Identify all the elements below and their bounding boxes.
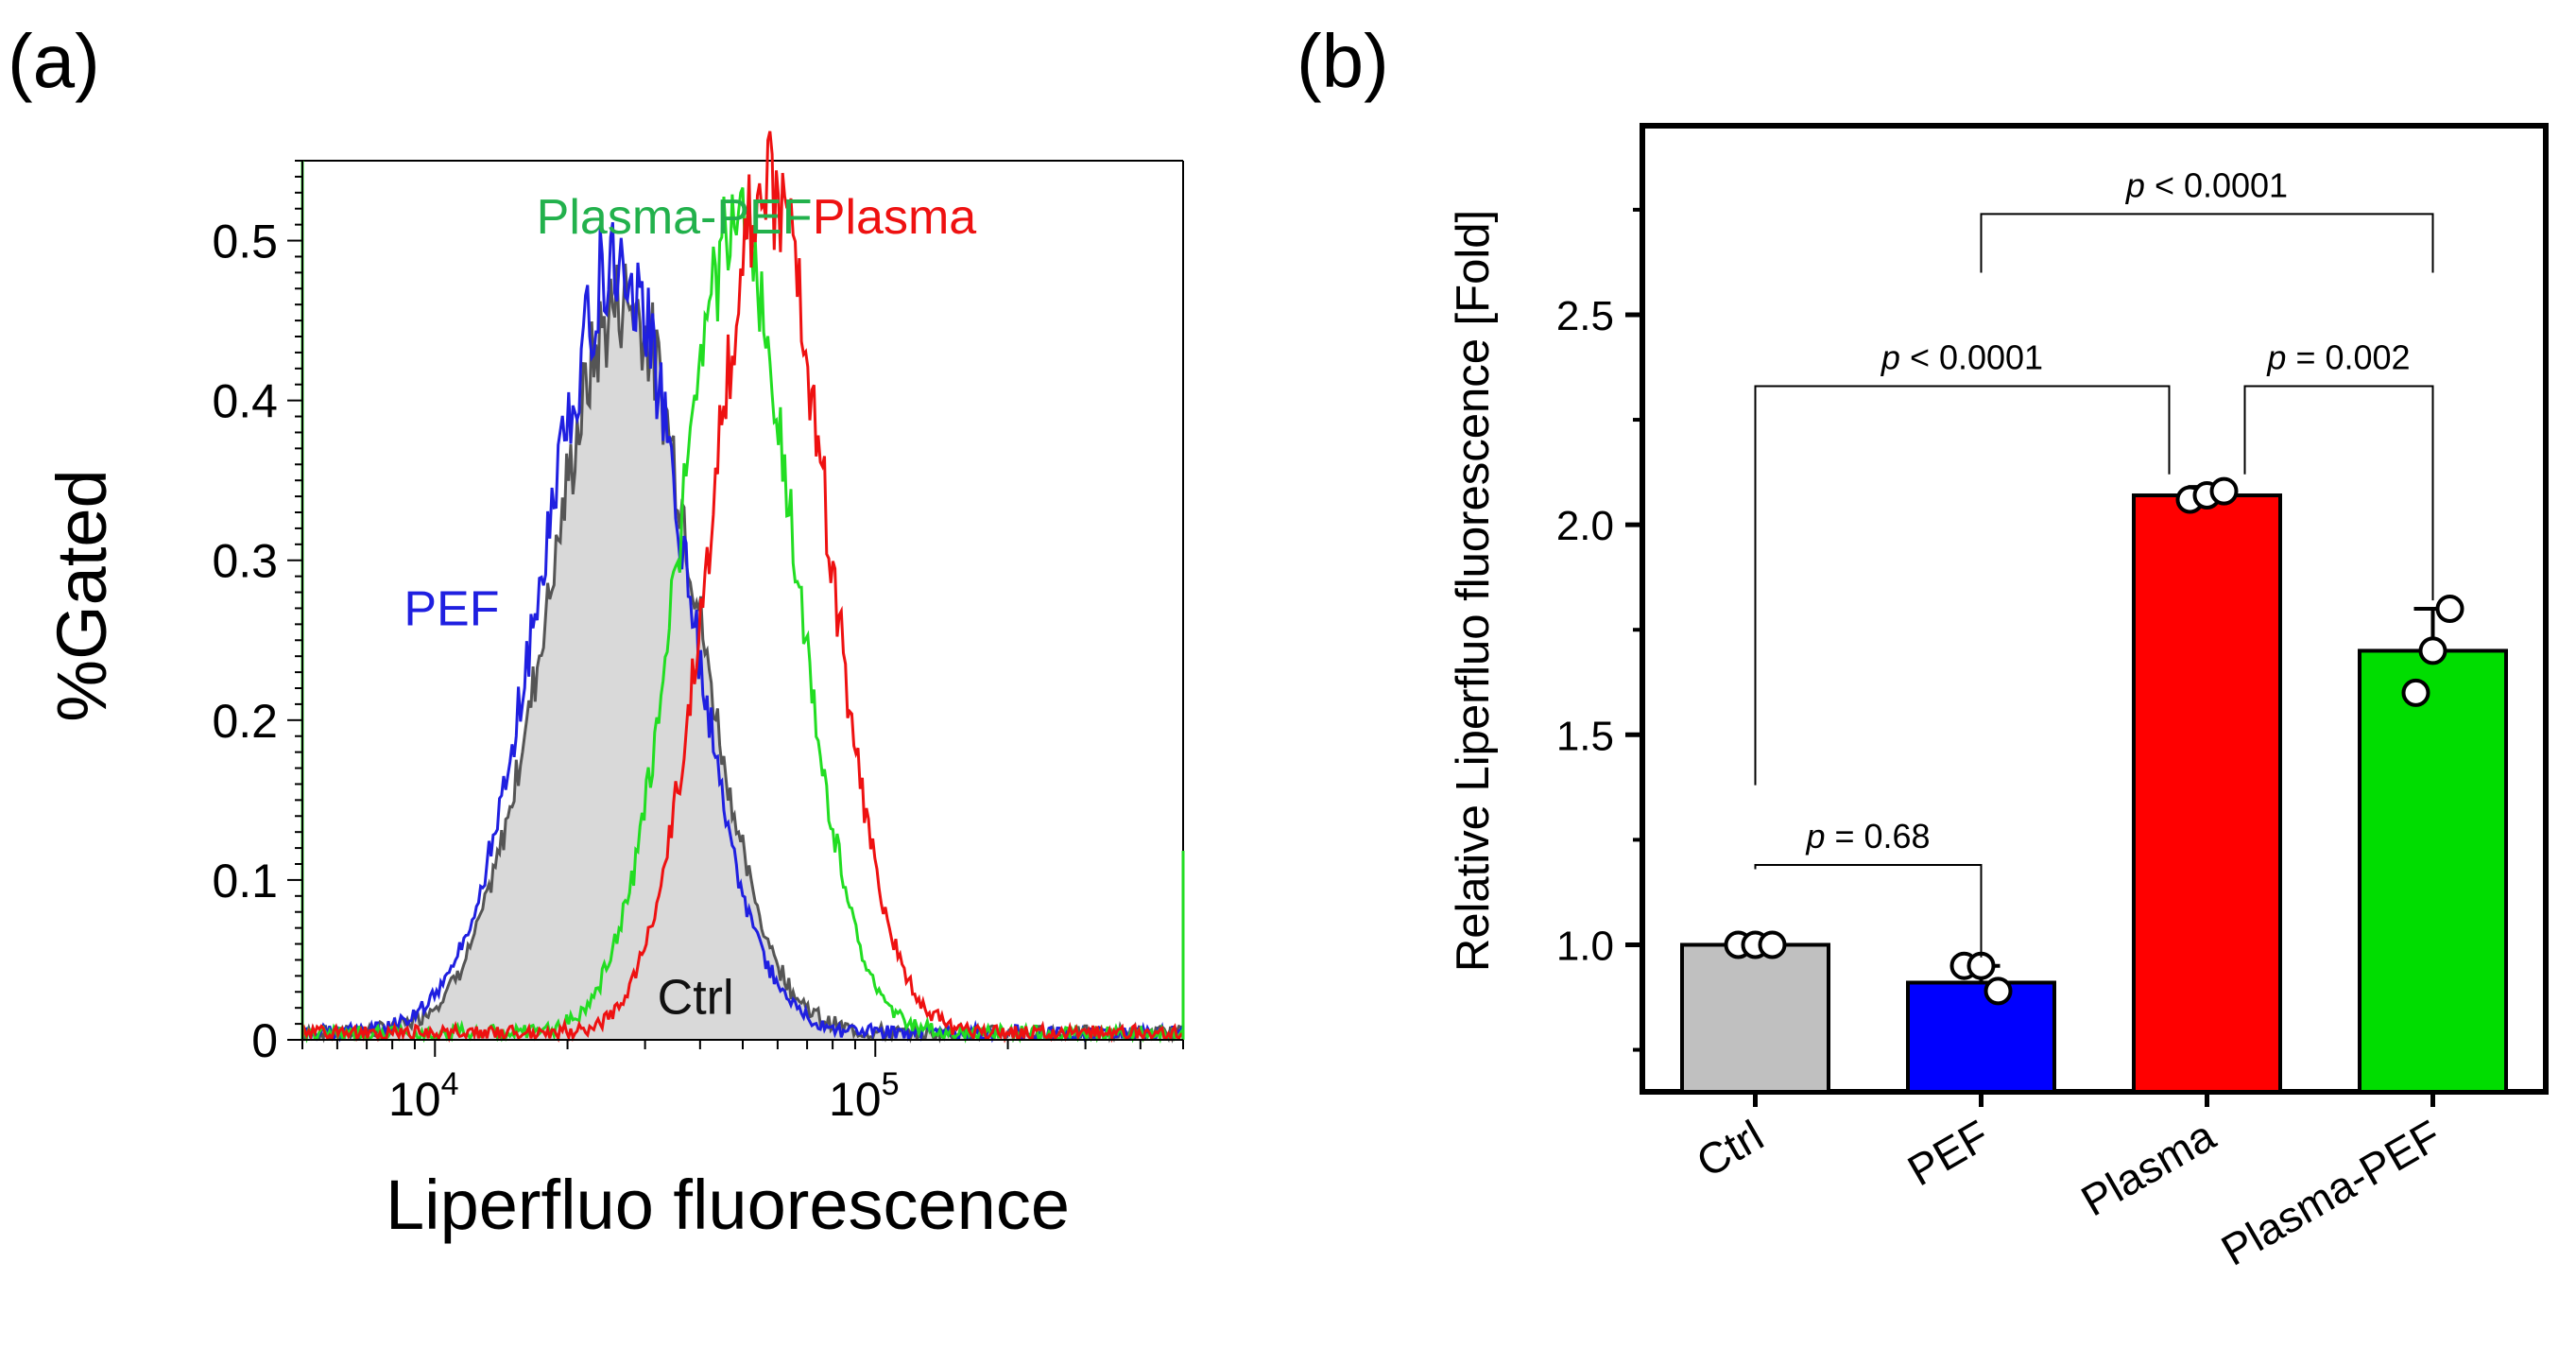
bar-plasma [2132,493,2282,1094]
y-tick-label: 2.0 [1556,503,1614,549]
bar-plasma-pef [2358,648,2508,1094]
bar-plot-area [1640,123,2549,1095]
bar-ctrl [1680,942,1830,1095]
x-tick-label-pef: PEF [1899,1111,1997,1196]
data-point [2418,636,2447,665]
p-value-label: p < 0.0001 [2125,165,2288,204]
bar-y-axis-label: Relative Liperfluo fluorescence [Fold] [1448,210,1499,972]
significance-bracket [2243,385,2434,601]
y-tick-label: 0.5 [212,216,278,268]
p-value-label: p = 0.002 [2266,337,2410,376]
histogram-y-axis-label: %Gated [43,469,121,721]
significance-bracket [1754,385,2171,786]
series-label-pef: PEF [404,581,499,636]
y-tick-label: 1.5 [1556,713,1614,759]
histogram-legend-labels: Plasma-PEF Plasma PEF Ctrl [404,190,976,1025]
y-tick-label: 0 [251,1014,278,1067]
p-value-label: p < 0.0001 [1880,337,2043,376]
plot-frame [1640,123,2549,1095]
y-tick-label: 1.0 [1556,923,1614,969]
x-tick-label-plasma-pef: Plasma-PEF [2213,1111,2449,1275]
histogram-x-axis: 104 105 [301,1039,1184,1126]
data-point [2435,595,2464,623]
panel-a-histogram: (a) 0 0.1 0.2 0.3 0.4 0.5 104 105 %Gated Liper… [8,19,1185,1244]
x-tick-label: 104 [388,1066,459,1126]
series-label-plasma: Plasma [813,190,976,245]
x-tick-label: 105 [829,1066,900,1126]
significance-bracket [1754,864,1983,958]
histogram-y-axis: 0 0.1 0.2 0.3 0.4 0.5 [212,160,303,1067]
histogram-plot-area [301,130,1185,1045]
panel-b-label: (b) [1297,19,1389,103]
y-tick-label: 2.5 [1556,293,1614,339]
series-label-ctrl: Ctrl [658,970,734,1025]
data-point [1984,976,2013,1006]
series-label-plasma-pef: Plasma-PEF [537,190,813,245]
significance-brackets: p = 0.68 p < 0.0001 p = 0.002 p < 0.0001 [1754,165,2434,958]
panel-b-bar-chart: (b) 1.0 1.5 2.0 2.5 Ctrl PEF PlasmaPlasma-PEF… [1297,19,2549,1275]
y-tick-label: 0.2 [212,695,278,748]
panel-a-label: (a) [8,19,100,103]
data-point [2209,476,2239,506]
significance-bracket [1980,213,2434,273]
histogram-line-plasma [301,130,1184,1044]
data-point [1758,930,1787,959]
y-tick-label: 0.1 [212,855,278,907]
histogram-x-axis-label: Liperfluo fluorescence [386,1166,1070,1244]
bar-pef [1906,980,2056,1095]
x-tick-label-plasma: Plasma [2073,1110,2224,1225]
y-tick-label: 0.3 [212,535,278,588]
x-tick-label-ctrl: Ctrl [1689,1111,1772,1187]
histogram-fill-ctrl [302,264,1183,1040]
histogram-line-pef [301,221,1185,1044]
bar-y-axis: 1.0 1.5 2.0 2.5 [1556,207,1642,1052]
p-value-label: p = 0.68 [1805,817,1930,855]
data-point [2401,678,2430,707]
y-tick-label: 0.4 [212,375,278,428]
